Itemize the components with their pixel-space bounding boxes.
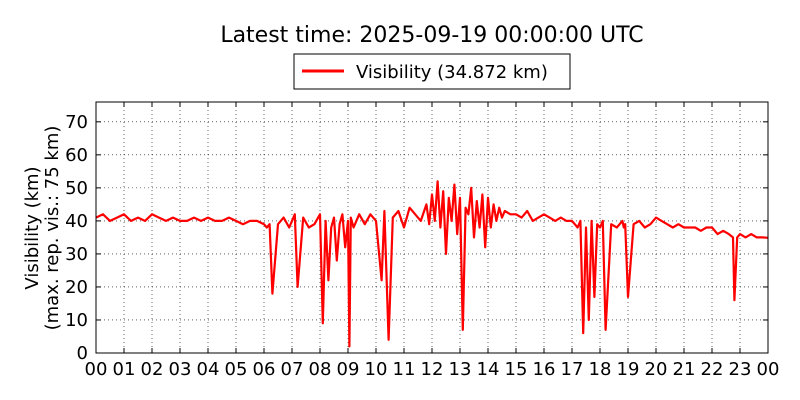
- x-tick-label: 03: [169, 359, 192, 380]
- y-axis-label: Visibility (km): [22, 166, 43, 289]
- grid: [96, 102, 768, 353]
- x-tick-label: 15: [505, 359, 528, 380]
- y-tick-label: 10: [65, 310, 88, 331]
- chart-title: Latest time: 2025-09-19 00:00:00 UTC: [220, 23, 643, 48]
- x-tick-label: 19: [617, 359, 640, 380]
- legend: Visibility (34.872 km): [293, 53, 571, 90]
- x-tick-label: 07: [281, 359, 304, 380]
- x-tick-label: 06: [253, 359, 276, 380]
- x-tick-label: 23: [729, 359, 752, 380]
- x-tick-label: 09: [337, 359, 360, 380]
- y-tick-label: 0: [77, 343, 88, 364]
- x-tick-label: 21: [673, 359, 696, 380]
- x-tick-label: 04: [197, 359, 220, 380]
- x-tick-label: 00: [85, 359, 108, 380]
- plot-frame: [95, 101, 769, 354]
- x-tick-label: 17: [561, 359, 584, 380]
- x-tick-label: 22: [701, 359, 724, 380]
- y-tick-label: 40: [65, 211, 88, 232]
- y-tick-label: 70: [65, 112, 88, 133]
- x-axis-ticks: 00 01 02 03 04 05 06 07 08 09 10 11 12 13 14 15 16 17 18 19…: [85, 102, 780, 380]
- x-tick-label: 01: [113, 359, 136, 380]
- series-layer: [95, 180, 769, 348]
- x-tick-label: 14: [477, 359, 500, 380]
- y-axis-ticks: 0 10 20 30 40 50 60 70: [65, 112, 768, 364]
- x-tick-label: 10: [365, 359, 388, 380]
- x-tick-label: 13: [449, 359, 472, 380]
- x-tick-label: 20: [645, 359, 668, 380]
- y-axis-label-secondary: (max. rep. vis.: 75 km): [42, 126, 63, 331]
- x-tick-label: 05: [225, 359, 248, 380]
- x-tick-label: 16: [533, 359, 556, 380]
- x-tick-label: 11: [393, 359, 416, 380]
- series-line-0: [95, 180, 769, 348]
- y-tick-label: 30: [65, 244, 88, 265]
- x-tick-label: 18: [589, 359, 612, 380]
- legend-label: Visibility (34.872 km): [356, 62, 548, 83]
- x-tick-label: 00: [757, 359, 780, 380]
- y-tick-label: 20: [65, 277, 88, 298]
- x-tick-label: 12: [421, 359, 444, 380]
- x-tick-label: 02: [141, 359, 164, 380]
- x-tick-label: 08: [309, 359, 332, 380]
- y-tick-label: 50: [65, 178, 88, 199]
- y-tick-label: 60: [65, 145, 88, 166]
